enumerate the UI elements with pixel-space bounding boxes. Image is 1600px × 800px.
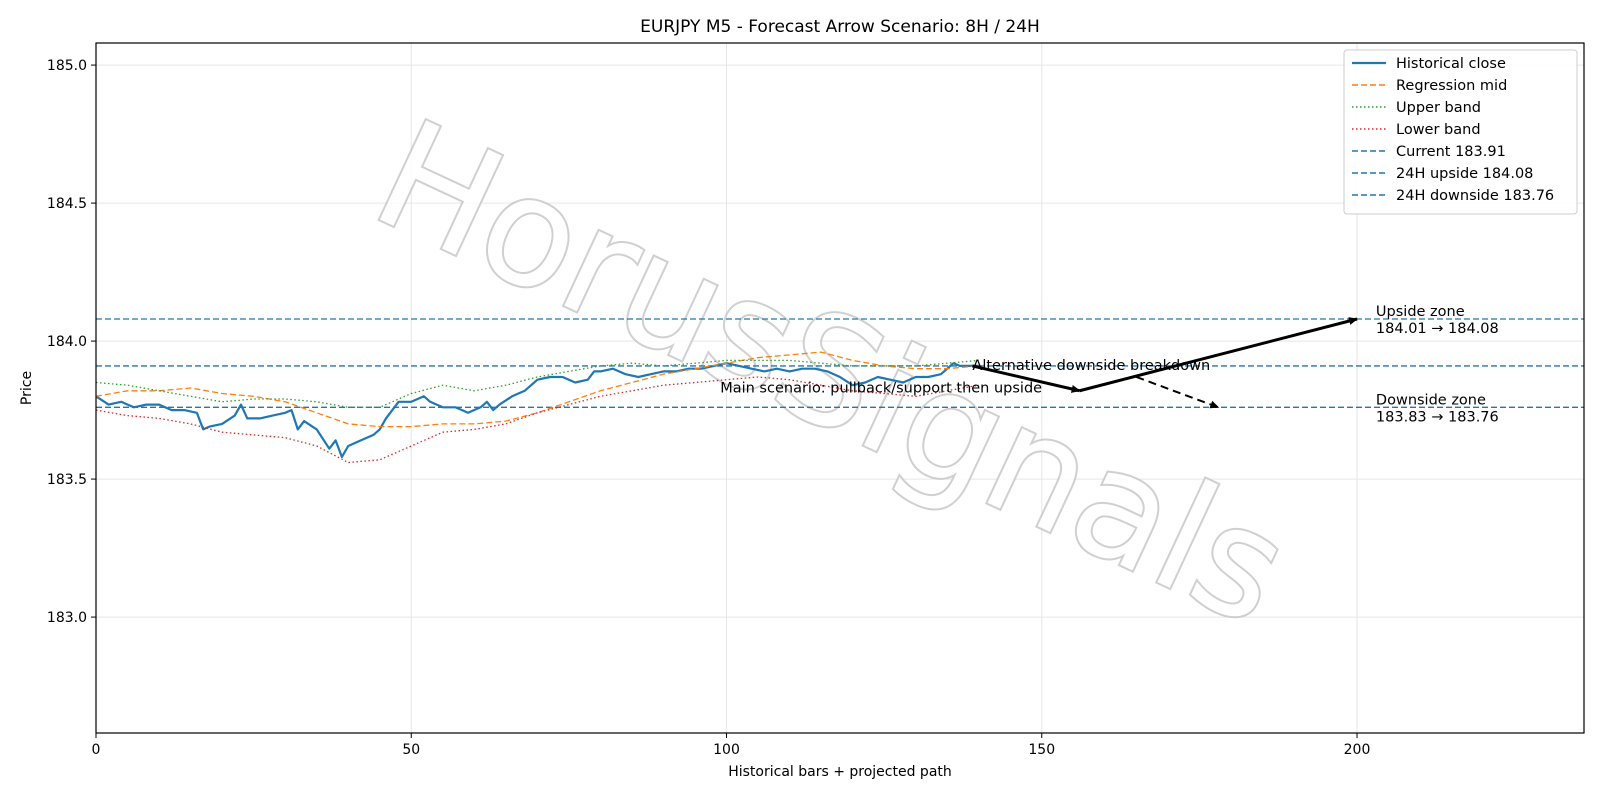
grid — [95, 43, 1584, 733]
axis-ticks: 0 50 100 150 200 183.0 183.5 184.0 184.5 185.0 — [47, 58, 1370, 758]
x-tick-label: 100 — [713, 742, 740, 758]
y-axis-label: Price — [19, 371, 35, 405]
annotation-text: Main scenario: pullback/support then ups… — [720, 380, 1042, 396]
y-tick-label: 183.0 — [47, 610, 87, 626]
legend-label: Upper band — [1396, 100, 1481, 116]
annotation-text: 184.01 → 184.08 — [1376, 321, 1499, 337]
x-axis-label: Historical bars + projected path — [728, 764, 952, 780]
annotations: Alternative downside breakdown Main scena… — [720, 304, 1499, 425]
legend: Historical close Regression mid Upper band… — [1343, 49, 1578, 215]
series-line-regression-mid — [96, 351, 979, 428]
scenario-arrow — [1079, 317, 1358, 393]
legend-box — [1343, 49, 1578, 215]
y-tick-label: 185.0 — [47, 58, 87, 74]
x-tick-label: 200 — [1344, 742, 1371, 758]
y-tick-label: 184.5 — [47, 196, 87, 212]
annotation-text: Alternative downside breakdown — [972, 358, 1210, 374]
legend-label: Regression mid — [1396, 78, 1507, 94]
x-tick-label: 0 — [92, 742, 101, 758]
series-line-lower-band — [96, 376, 979, 464]
series-line-upper-band — [96, 359, 979, 408]
legend-label: 24H downside 183.76 — [1396, 188, 1554, 204]
x-tick-label: 150 — [1028, 742, 1055, 758]
annotation-text: Downside zone — [1376, 392, 1486, 408]
scenario-arrow — [972, 364, 1081, 393]
x-tick-label: 50 — [402, 742, 420, 758]
scenario-arrow — [1135, 376, 1220, 409]
legend-label: Historical close — [1396, 56, 1506, 72]
series-line-historical-close — [96, 362, 979, 459]
y-tick-label: 183.5 — [47, 472, 87, 488]
legend-label: 24H upside 184.08 — [1396, 166, 1533, 182]
reference-lines — [96, 318, 1584, 408]
series-lines — [96, 351, 979, 464]
legend-label: Current 183.91 — [1396, 144, 1506, 160]
annotation-text: Upside zone — [1376, 304, 1465, 320]
plot-frame — [95, 42, 1585, 734]
legend-label: Lower band — [1396, 122, 1481, 138]
y-tick-label: 184.0 — [47, 334, 87, 350]
annotation-text: 183.83 → 183.76 — [1376, 409, 1499, 425]
chart-title: EURJPY M5 - Forecast Arrow Scenario: 8H … — [640, 17, 1040, 37]
scenario-arrows — [972, 317, 1358, 409]
